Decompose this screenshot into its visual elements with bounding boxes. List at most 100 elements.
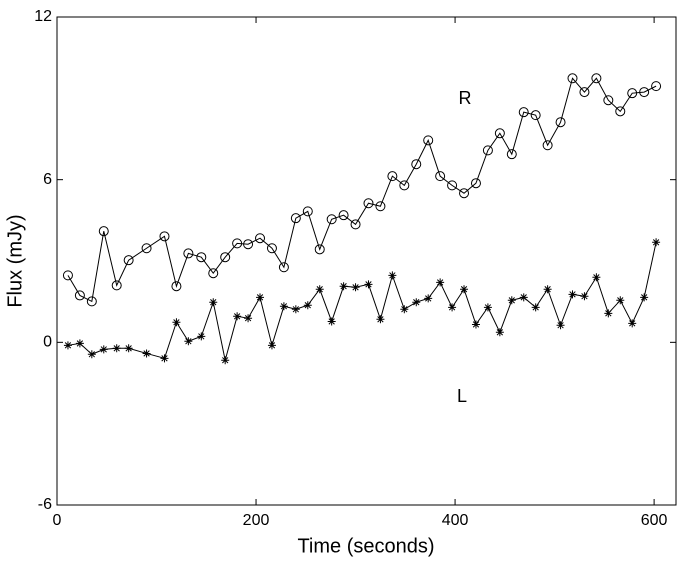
marker-asterisk	[315, 285, 324, 294]
plot-frame	[56, 16, 677, 506]
marker-circle	[314, 244, 325, 255]
marker-asterisk	[87, 350, 96, 359]
marker-circle	[518, 107, 529, 118]
marker-asterisk	[519, 293, 528, 302]
marker-asterisk	[112, 344, 121, 353]
marker-circle	[459, 188, 470, 199]
marker-circle	[651, 81, 662, 92]
marker-circle	[220, 252, 231, 263]
marker-asterisk	[448, 303, 457, 312]
marker-asterisk	[388, 271, 397, 280]
marker-circle	[171, 281, 182, 292]
marker-asterisk	[99, 345, 108, 354]
marker-asterisk	[160, 354, 169, 363]
marker-asterisk	[267, 341, 276, 350]
marker-circle	[627, 88, 638, 99]
marker-circle	[530, 110, 541, 121]
marker-circle	[62, 270, 73, 281]
marker-asterisk	[364, 280, 373, 289]
marker-asterisk	[592, 273, 601, 282]
marker-circle	[196, 252, 207, 263]
marker-circle	[123, 255, 134, 266]
marker-circle	[278, 262, 289, 273]
marker-circle	[506, 149, 517, 160]
marker-asterisk	[507, 296, 516, 305]
marker-asterisk	[291, 305, 300, 314]
marker-asterisk	[244, 314, 253, 323]
y-axis-label: Flux (mJy)	[4, 214, 26, 307]
marker-asterisk	[471, 320, 480, 329]
marker-asterisk	[279, 302, 288, 311]
annotation: R	[459, 88, 472, 108]
marker-circle	[542, 140, 553, 151]
marker-circle	[399, 180, 410, 191]
y-tick-label: -6	[38, 496, 52, 513]
marker-asterisk	[652, 238, 661, 247]
marker-circle	[141, 243, 152, 254]
marker-asterisk	[327, 317, 336, 326]
marker-circle	[111, 280, 122, 291]
marker-circle	[639, 87, 650, 98]
marker-asterisk	[495, 328, 504, 337]
marker-circle	[435, 171, 446, 182]
annotation: L	[457, 386, 467, 406]
marker-asterisk	[483, 303, 492, 312]
x-tick-label: 600	[641, 512, 668, 529]
marker-asterisk	[63, 341, 72, 350]
marker-circle	[232, 238, 243, 249]
marker-circle	[603, 95, 614, 106]
marker-circle	[423, 135, 434, 146]
marker-asterisk	[172, 318, 181, 327]
marker-circle	[350, 219, 361, 230]
marker-asterisk	[184, 337, 193, 346]
marker-asterisk	[400, 305, 409, 314]
marker-circle	[363, 198, 374, 209]
marker-asterisk	[424, 294, 433, 303]
marker-circle	[86, 296, 97, 307]
marker-asterisk	[233, 312, 242, 321]
marker-circle	[290, 213, 301, 224]
x-tick-label: 200	[243, 512, 270, 529]
marker-circle	[615, 106, 626, 117]
marker-asterisk	[376, 315, 385, 324]
marker-asterisk	[580, 292, 589, 301]
marker-asterisk	[303, 301, 312, 310]
marker-circle	[555, 117, 566, 128]
marker-asterisk	[531, 303, 540, 312]
marker-asterisk	[556, 321, 565, 330]
marker-circle	[208, 268, 219, 279]
marker-circle	[98, 226, 109, 237]
marker-asterisk	[604, 309, 613, 318]
marker-circle	[447, 180, 458, 191]
marker-asterisk	[209, 298, 218, 307]
marker-circle	[159, 231, 170, 242]
marker-circle	[411, 159, 422, 170]
marker-circle	[567, 73, 578, 84]
marker-asterisk	[628, 319, 637, 328]
marker-asterisk	[124, 344, 133, 353]
marker-circle	[591, 73, 602, 84]
marker-asterisk	[640, 293, 649, 302]
marker-circle	[387, 171, 398, 182]
marker-circle	[579, 87, 590, 98]
marker-circle	[338, 210, 349, 221]
marker-asterisk	[339, 282, 348, 291]
marker-asterisk	[256, 293, 265, 302]
marker-circle	[74, 290, 85, 301]
marker-circle	[470, 178, 481, 189]
series-line	[67, 242, 657, 361]
marker-asterisk	[142, 349, 151, 358]
y-tick-label: 12	[34, 8, 52, 25]
x-tick-label: 0	[53, 512, 62, 529]
marker-asterisk	[412, 298, 421, 307]
marker-circle	[494, 128, 505, 139]
marker-asterisk	[197, 332, 206, 341]
marker-asterisk	[221, 356, 230, 365]
marker-circle	[375, 201, 386, 212]
marker-circle	[482, 145, 493, 156]
x-axis-label: Time (seconds)	[297, 535, 434, 557]
marker-circle	[243, 239, 254, 250]
marker-circle	[183, 248, 194, 259]
marker-asterisk	[460, 285, 469, 294]
